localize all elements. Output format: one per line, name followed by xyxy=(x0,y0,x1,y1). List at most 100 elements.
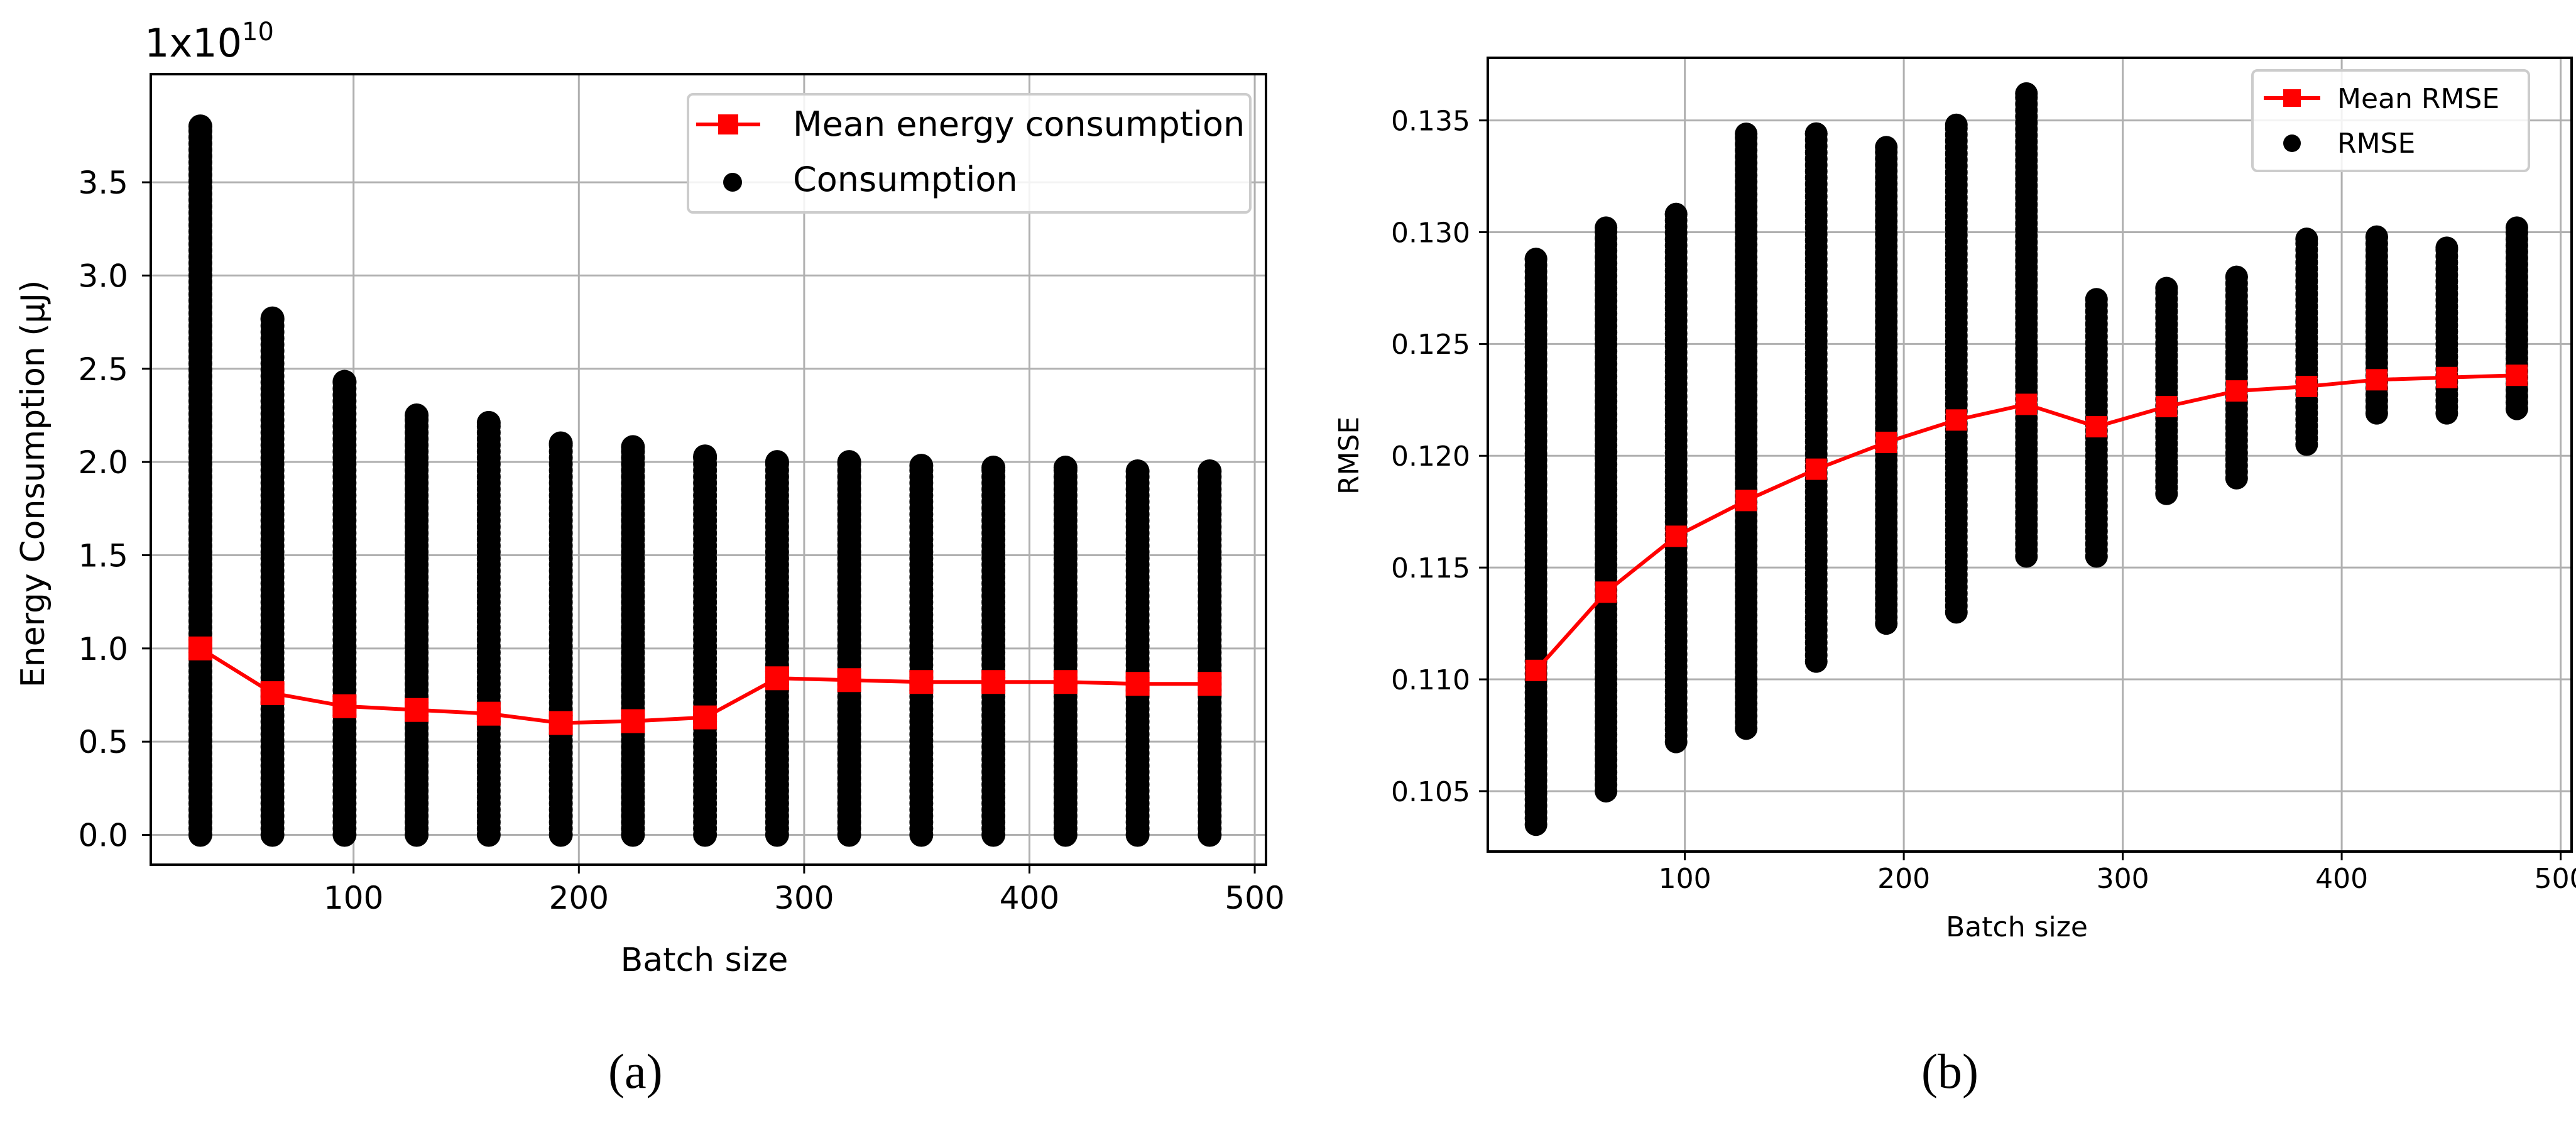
rmse-scatter-point xyxy=(2435,236,2459,260)
energy-scatter-point xyxy=(981,456,1006,480)
energy-mean-marker xyxy=(188,636,212,660)
energy-y-tick-label: 1.5 xyxy=(78,537,128,574)
energy-scatter-point xyxy=(405,403,429,427)
rmse-scatter-point xyxy=(2295,227,2318,251)
energy-y-tick-label: 2.0 xyxy=(78,444,128,481)
energy-consumption-chart: 100 200 300 400 5000.00.51.01.52.02.53.03.5 … xyxy=(14,18,1285,979)
energy-x-tick-label: 100 xyxy=(324,880,383,916)
rmse-scatter-point xyxy=(1524,248,1547,271)
energy-y-tick-label: 0.0 xyxy=(78,818,128,854)
energy-mean-marker xyxy=(621,709,645,733)
energy-scatter-point xyxy=(476,410,501,435)
rmse-legend-box xyxy=(2251,69,2530,172)
energy-x-tick-label: 200 xyxy=(549,880,609,916)
rmse-y-tick-label: 0.130 xyxy=(1391,217,1470,249)
energy-y-axis-label: Energy Consumption (µJ) xyxy=(14,280,52,688)
energy-scatter-point xyxy=(188,114,212,139)
rmse-y-tick-label: 0.120 xyxy=(1391,441,1470,473)
energy-mean-marker xyxy=(405,698,429,722)
energy-x-axis-label: Batch size xyxy=(621,941,789,979)
energy-scatter-point xyxy=(621,435,645,459)
energy-x-tick-label: 500 xyxy=(1225,880,1284,916)
rmse-points xyxy=(1524,82,2528,836)
rmse-scatter-point xyxy=(2015,82,2038,105)
rmse-legend: Mean RMSE RMSE xyxy=(2251,69,2530,172)
energy-exponent-label: 1x1010 xyxy=(145,18,274,66)
energy-plot-frame xyxy=(150,73,1267,866)
energy-scatter-point xyxy=(548,431,573,456)
energy-ticks: 100 200 300 400 500 0.0 0.5 1.0 1.5 2.0 2.5 3.0 3.5 xyxy=(78,165,1284,916)
rmse-mean-marker xyxy=(2085,416,2107,438)
rmse-x-tick-label: 300 xyxy=(2097,863,2149,895)
rmse-scatter-point xyxy=(1804,122,1828,145)
energy-legend-consumption-label: Consumption xyxy=(793,160,1018,199)
energy-legend-mean-label: Mean energy consumption xyxy=(793,104,1245,144)
rmse-legend-square-swatch xyxy=(2283,89,2301,107)
energy-legend-box xyxy=(687,93,1252,214)
rmse-mean-marker xyxy=(2506,364,2528,386)
panel-b-caption: (b) xyxy=(1921,1044,1978,1098)
rmse-x-tick-label: 200 xyxy=(1877,863,1930,895)
rmse-mean-marker xyxy=(2225,380,2247,402)
energy-x-tick-label: 400 xyxy=(1000,880,1059,916)
energy-scatter-point xyxy=(693,444,718,469)
energy-scatter-point xyxy=(1125,459,1150,483)
rmse-mean-marker xyxy=(1875,431,1897,453)
rmse-y-axis-label: RMSE xyxy=(1333,417,1365,495)
rmse-scatter-point xyxy=(1595,216,1618,239)
energy-y-tick-label: 3.0 xyxy=(78,258,128,294)
energy-mean-marker xyxy=(1198,672,1222,696)
rmse-scatter-point xyxy=(2505,216,2528,239)
energy-mean-marker xyxy=(476,701,501,726)
energy-scatter-point xyxy=(837,450,861,474)
rmse-scatter-point xyxy=(2365,225,2388,248)
rmse-mean-marker xyxy=(1595,581,1617,603)
energy-mean-marker xyxy=(765,666,789,691)
rmse-ticks: 100 200 300 400 500 0.105 0.110 0.115 0.120 0.125… xyxy=(1391,105,2576,895)
rmse-x-axis-label: Batch size xyxy=(1946,911,2088,943)
rmse-mean-marker xyxy=(2436,366,2458,388)
rmse-mean-marker xyxy=(2296,375,2318,397)
rmse-scatter-point xyxy=(1664,203,1688,226)
energy-y-tick-label: 2.5 xyxy=(78,351,128,388)
rmse-mean-marker xyxy=(2016,393,2038,415)
energy-mean-marker xyxy=(1053,670,1078,694)
energy-scatter-point xyxy=(260,306,285,331)
energy-scatter-point xyxy=(765,450,789,474)
energy-mean-marker xyxy=(260,681,285,706)
panel-a-caption: (a) xyxy=(608,1044,663,1098)
rmse-scatter-point xyxy=(1875,136,1898,159)
rmse-scatter-point xyxy=(2085,288,2108,311)
rmse-mean-marker xyxy=(2156,396,2178,418)
rmse-y-tick-label: 0.125 xyxy=(1391,329,1470,361)
rmse-scatter-point xyxy=(2225,265,2248,288)
rmse-mean-marker xyxy=(2366,369,2388,391)
rmse-y-tick-label: 0.115 xyxy=(1391,552,1470,584)
energy-x-tick-label: 300 xyxy=(774,880,834,916)
rmse-scatter-point xyxy=(2155,277,2178,300)
energy-y-tick-label: 3.5 xyxy=(78,165,128,201)
energy-y-tick-label: 0.5 xyxy=(78,724,128,760)
energy-scatter-point xyxy=(1198,459,1222,483)
rmse-mean-marker xyxy=(1525,659,1547,681)
energy-mean-marker xyxy=(837,668,861,693)
rmse-scatter-point xyxy=(1945,113,1968,136)
rmse-mean-marker xyxy=(1665,525,1687,547)
rmse-plot-frame xyxy=(1487,57,2573,853)
energy-mean-marker xyxy=(981,670,1006,694)
energy-scatter-point xyxy=(1053,456,1078,480)
energy-mean-marker xyxy=(548,711,573,735)
energy-mean-marker xyxy=(332,694,357,718)
energy-mean-marker xyxy=(1125,672,1150,696)
energy-mean-marker xyxy=(909,670,934,694)
rmse-chart: 100 200 300 400 500 0.105 0.110 0.115 0.120 0.125… xyxy=(1333,57,2576,943)
energy-legend-dot-swatch xyxy=(723,173,742,192)
energy-scatter-point xyxy=(332,370,357,394)
rmse-legend-mean-label: Mean RMSE xyxy=(2337,83,2499,115)
rmse-scatter-point xyxy=(1735,122,1758,145)
energy-scatter-point xyxy=(909,454,934,478)
rmse-x-tick-label: 400 xyxy=(2315,863,2368,895)
rmse-mean-marker xyxy=(1805,458,1827,480)
rmse-x-tick-label: 100 xyxy=(1659,863,1711,895)
